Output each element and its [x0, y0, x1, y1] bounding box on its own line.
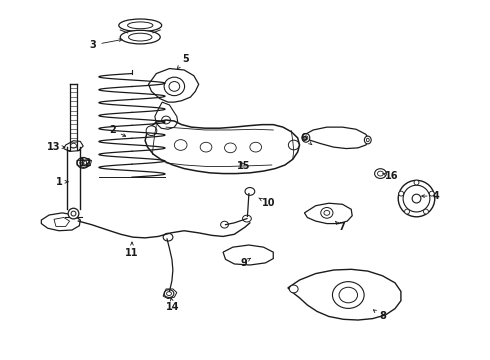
Text: 8: 8: [373, 310, 386, 321]
Ellipse shape: [77, 158, 89, 168]
Text: 9: 9: [241, 258, 250, 268]
Ellipse shape: [243, 215, 251, 222]
Ellipse shape: [332, 282, 364, 309]
Ellipse shape: [163, 233, 173, 241]
Text: 6: 6: [300, 133, 312, 145]
Ellipse shape: [119, 19, 162, 32]
Ellipse shape: [288, 140, 299, 150]
Ellipse shape: [399, 191, 404, 196]
Ellipse shape: [403, 185, 430, 212]
Ellipse shape: [71, 211, 76, 216]
Ellipse shape: [146, 126, 157, 136]
Ellipse shape: [162, 116, 171, 124]
Ellipse shape: [374, 169, 386, 179]
Ellipse shape: [245, 188, 255, 195]
Text: 13: 13: [47, 142, 65, 152]
Ellipse shape: [405, 209, 410, 214]
Ellipse shape: [80, 160, 87, 166]
Ellipse shape: [71, 143, 76, 148]
Ellipse shape: [250, 142, 262, 152]
Ellipse shape: [367, 138, 369, 142]
Text: 16: 16: [383, 171, 399, 181]
Text: 10: 10: [259, 198, 275, 208]
Ellipse shape: [398, 180, 435, 217]
Text: 12: 12: [78, 158, 92, 168]
Text: 1: 1: [55, 177, 68, 187]
Ellipse shape: [377, 171, 383, 176]
Ellipse shape: [169, 82, 180, 91]
Ellipse shape: [68, 208, 79, 219]
Text: 3: 3: [90, 39, 122, 50]
Ellipse shape: [365, 136, 371, 144]
Text: 7: 7: [335, 221, 345, 232]
Ellipse shape: [128, 33, 152, 41]
Ellipse shape: [321, 207, 333, 218]
Text: 5: 5: [177, 54, 189, 69]
Ellipse shape: [414, 180, 419, 185]
Ellipse shape: [324, 211, 330, 215]
Text: 2: 2: [109, 125, 126, 136]
Ellipse shape: [120, 30, 160, 44]
Ellipse shape: [429, 191, 434, 196]
Text: 4: 4: [422, 191, 440, 201]
Ellipse shape: [200, 142, 212, 152]
Ellipse shape: [220, 221, 228, 228]
Ellipse shape: [164, 290, 174, 297]
Ellipse shape: [174, 140, 187, 150]
Ellipse shape: [224, 143, 236, 153]
Ellipse shape: [412, 194, 421, 203]
Ellipse shape: [167, 292, 172, 296]
Ellipse shape: [302, 134, 310, 142]
Text: 14: 14: [166, 298, 180, 312]
Ellipse shape: [339, 287, 358, 303]
Ellipse shape: [164, 77, 185, 96]
Ellipse shape: [127, 22, 153, 29]
Ellipse shape: [289, 285, 298, 293]
Text: 15: 15: [237, 161, 251, 171]
Ellipse shape: [423, 209, 428, 214]
Ellipse shape: [304, 136, 308, 140]
Text: 11: 11: [125, 242, 139, 258]
